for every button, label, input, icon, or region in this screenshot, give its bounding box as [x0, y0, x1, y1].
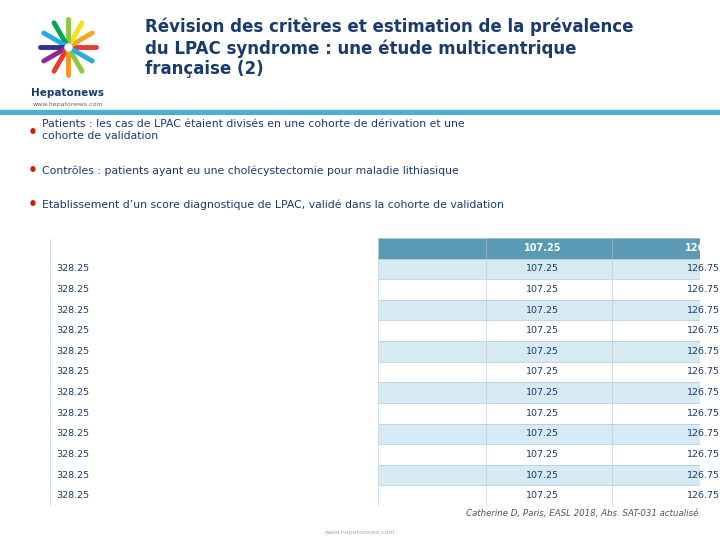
Bar	[0, 110, 720, 115]
Text: 126.75: 126.75	[687, 347, 720, 356]
Bar	[485, 423, 720, 444]
Text: 126.75: 126.75	[687, 470, 720, 480]
Bar	[612, 444, 720, 465]
Text: 126.75: 126.75	[687, 285, 720, 294]
Text: 107.25: 107.25	[526, 368, 559, 376]
Text: 328.25: 328.25	[56, 491, 89, 500]
Text: 328.25: 328.25	[56, 470, 89, 480]
Text: 107.25: 107.25	[526, 491, 559, 500]
Text: Révision des critères et estimation de la prévalence: Révision des critères et estimation de l…	[145, 18, 634, 37]
Bar	[612, 362, 720, 382]
Text: cohorte de validation: cohorte de validation	[42, 131, 158, 141]
Text: 328.25: 328.25	[56, 326, 89, 335]
Text: 107.25: 107.25	[526, 347, 559, 356]
Text: Hepatonews: Hepatonews	[32, 88, 104, 98]
Bar	[485, 320, 720, 341]
Text: 107.25: 107.25	[526, 450, 559, 459]
Bar	[378, 238, 706, 259]
Text: 107.25: 107.25	[526, 409, 559, 418]
Bar	[378, 444, 706, 465]
Bar	[612, 259, 720, 279]
Bar	[612, 238, 720, 259]
Text: 126.75: 126.75	[687, 368, 720, 376]
Bar	[485, 485, 720, 506]
Text: 126.75: 126.75	[687, 388, 720, 397]
Text: 328.25: 328.25	[56, 306, 89, 315]
Text: 126.75: 126.75	[687, 429, 720, 438]
Bar	[612, 300, 720, 320]
Text: 107.25: 107.25	[523, 244, 561, 253]
Text: •: •	[28, 125, 38, 140]
Bar	[378, 259, 706, 279]
Text: 107.25: 107.25	[526, 388, 559, 397]
Text: 107.25: 107.25	[526, 265, 559, 273]
Text: 328.25: 328.25	[56, 347, 89, 356]
Text: 328.25: 328.25	[56, 368, 89, 376]
Bar	[378, 300, 706, 320]
Bar	[612, 320, 720, 341]
Text: Etablissement d’un score diagnostique de LPAC, validé dans la cohorte de validat: Etablissement d’un score diagnostique de…	[42, 200, 504, 210]
Text: www.hepatonews.com: www.hepatonews.com	[325, 530, 395, 535]
Bar	[378, 362, 706, 382]
Bar	[485, 279, 720, 300]
Text: •: •	[28, 164, 38, 179]
Text: www.hepatonews.com: www.hepatonews.com	[32, 102, 103, 106]
Bar	[485, 465, 720, 485]
Text: 107.25: 107.25	[526, 306, 559, 315]
Text: 328.25: 328.25	[56, 244, 94, 253]
Bar	[378, 403, 706, 423]
Bar	[378, 423, 706, 444]
Text: Contrôles : patients ayant eu une cholécystectomie pour maladie lithiasique: Contrôles : patients ayant eu une choléc…	[42, 166, 459, 176]
Text: 107.25: 107.25	[526, 285, 559, 294]
Text: 107.25: 107.25	[526, 429, 559, 438]
Text: 328.25: 328.25	[56, 285, 89, 294]
Bar	[485, 300, 720, 320]
Text: 126.75: 126.75	[687, 491, 720, 500]
Text: 328.25: 328.25	[56, 429, 89, 438]
Text: 126.75: 126.75	[687, 265, 720, 273]
Bar	[378, 382, 706, 403]
Bar	[378, 320, 706, 341]
Text: française (2): française (2)	[145, 60, 264, 78]
Text: 107.25: 107.25	[526, 470, 559, 480]
Bar	[378, 485, 706, 506]
Text: 328.25: 328.25	[56, 265, 89, 273]
Text: 126.75: 126.75	[687, 450, 720, 459]
Bar	[485, 444, 720, 465]
Bar	[612, 465, 720, 485]
Text: du LPAC syndrome : une étude multicentrique: du LPAC syndrome : une étude multicentri…	[145, 39, 577, 57]
Bar	[378, 341, 706, 362]
Text: 126.75: 126.75	[685, 244, 720, 253]
Bar	[612, 423, 720, 444]
Bar	[485, 362, 720, 382]
Bar	[612, 382, 720, 403]
Text: 126.75: 126.75	[687, 409, 720, 418]
Bar	[612, 485, 720, 506]
Bar	[485, 403, 720, 423]
Text: Catherine D, Paris, EASL 2018, Abs. SAT-031 actualisé: Catherine D, Paris, EASL 2018, Abs. SAT-…	[466, 509, 698, 518]
Text: 126.75: 126.75	[687, 326, 720, 335]
Text: •: •	[28, 198, 38, 213]
Bar	[485, 341, 720, 362]
Bar	[612, 341, 720, 362]
Text: 328.25: 328.25	[56, 388, 89, 397]
Text: 328.25: 328.25	[56, 450, 89, 459]
Text: 328.25: 328.25	[56, 409, 89, 418]
Bar	[612, 403, 720, 423]
Bar	[485, 382, 720, 403]
Text: 126.75: 126.75	[687, 306, 720, 315]
Bar	[612, 279, 720, 300]
Bar	[378, 465, 706, 485]
Text: Patients : les cas de LPAC étaient divisés en une cohorte de dérivation et une: Patients : les cas de LPAC étaient divis…	[42, 119, 464, 129]
Bar	[485, 238, 720, 259]
Bar	[378, 279, 706, 300]
Bar	[485, 259, 720, 279]
Text: 107.25: 107.25	[526, 326, 559, 335]
